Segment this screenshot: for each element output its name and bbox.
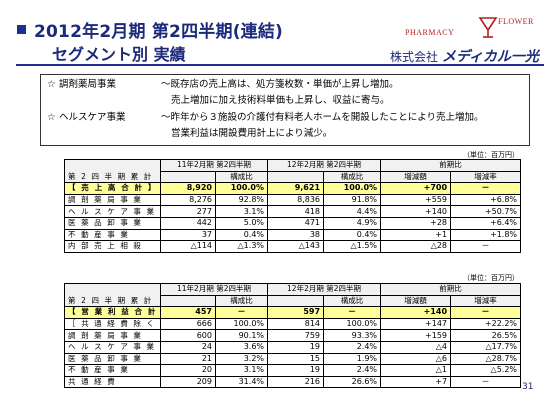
company-brand: メディカル一光 [441,49,539,65]
subheader-rate: 増減率 [450,170,522,184]
table-row: 医 薬 品 卸 事 業 442 5.0% 471 4.9% +28 +6.4% [64,216,522,230]
unit-label: （単位：百万円） [463,151,519,159]
title-divider [16,64,544,66]
column-header-curr: 12年2月期 第2四半期 [267,159,382,172]
column-header-curr: 12年2月期 第2四半期 [267,283,382,296]
subheader-ratio: 構成比 [323,170,382,184]
profit-table: 11年2月期 第2四半期 12年2月期 第2四半期 前期比 第 2 四 半 期 … [64,283,522,389]
page-number: 31 [522,382,534,392]
subheader-rate: 増減率 [450,294,522,308]
table-row: 【 売 上 高 合 計 】 8,920 100.0% 9,621 100.0% … [64,182,522,195]
table-row: ［ 共 通 経 費 除 く ］ 666 100.0% 814 100.0% +1… [64,317,522,331]
summary-text: ～昨年から３施設の介護付有料老人ホームを開設したことにより売上増加。 [161,112,484,123]
table-row: 【 営 業 利 益 合 計 】 457 － 597 － +140 － [64,306,522,319]
company-prefix: 株式会社 [390,50,439,64]
table-row: ヘ ル ス ケ ア 事 業 24 3.6% 19 2.4% △4 △17.7% [64,340,522,354]
table-row: 不 動 産 事 業 20 3.1% 19 2.4% △1 △5.2% [64,364,522,377]
subheader-ratio: 構成比 [214,294,269,308]
title-bullet [17,25,26,34]
table-row: 調 剤 薬 局 事 業 600 90.1% 759 93.3% +159 26.… [64,329,522,342]
subheader-diff: 増減額 [380,170,452,184]
subheader-ratio: 構成比 [323,294,382,308]
page-title: 2012年2月期 第2四半期(連結) [34,22,284,42]
table-subheader-row: 第 2 四 半 期 累 計 構成比 構成比 増減額 増減率 [64,294,522,308]
column-header-prev: 11年2月期 第2四半期 [159,159,269,172]
table-header-row: 11年2月期 第2四半期 12年2月期 第2四半期 前期比 [64,159,522,172]
page-subtitle: セグメント別 実績 [52,45,186,64]
logo-text-left: PHARMACY [405,28,455,37]
summary-text: 営業利益は開設費用計上により減少。 [171,128,333,139]
column-header-yoy: 前期比 [380,283,522,296]
column-header-prev: 11年2月期 第2四半期 [159,283,269,296]
company-name: 株式会社 メディカル一光 [390,46,539,66]
row-label-header: 第 2 四 半 期 累 計 [64,295,161,308]
table-row: 調 剤 薬 局 事 業 8,276 92.8% 8,836 91.8% +559… [64,193,522,207]
subheader-diff: 増減額 [380,294,452,308]
summary-text: 売上増加に加え技術料単価も上昇し、収益に寄与。 [171,95,390,106]
summary-text: ～既存店の売上高は、処方箋枚数・単価が上昇し増加。 [161,79,399,90]
table-header-row: 11年2月期 第2四半期 12年2月期 第2四半期 前期比 [64,283,522,296]
unit-label: （単位：百万円） [463,274,519,282]
summary-mark: ☆ [47,112,56,123]
column-header-yoy: 前期比 [380,159,522,172]
table-row: 共 通 経 費 209 31.4% 216 26.6% +7 － [64,375,522,389]
table-row: 不 動 産 事 業 37 0.4% 38 0.4% +1 +1.8% [64,228,522,242]
subheader-ratio: 構成比 [214,170,269,184]
table-row: 内 部 売 上 相 殺 △114 △1.3% △143 △1.5% △28 － [64,240,522,253]
table-row: ヘ ル ス ケ ア 事 業 277 3.1% 418 4.4% +140 +50… [64,205,522,218]
sales-table: 11年2月期 第2四半期 12年2月期 第2四半期 前期比 第 2 四 半 期 … [64,159,522,253]
summary-segment: 調剤薬局事業 [59,79,117,90]
summary-mark: ☆ [47,79,56,90]
summary-segment: ヘルスケア事業 [59,112,126,123]
summary-box: ☆ 調剤薬局事業 ～既存店の売上高は、処方箋枚数・単価が上昇し増加。 売上増加に… [40,74,530,146]
flower-logo-icon [478,17,498,38]
row-label-header: 第 2 四 半 期 累 計 [64,171,161,184]
table-row: 医 薬 品 卸 事 業 21 3.2% 15 1.9% △6 △28.7% [64,352,522,366]
table-subheader-row: 第 2 四 半 期 累 計 構成比 構成比 増減額 増減率 [64,170,522,184]
logo-text-right: FLOWER [498,17,534,26]
